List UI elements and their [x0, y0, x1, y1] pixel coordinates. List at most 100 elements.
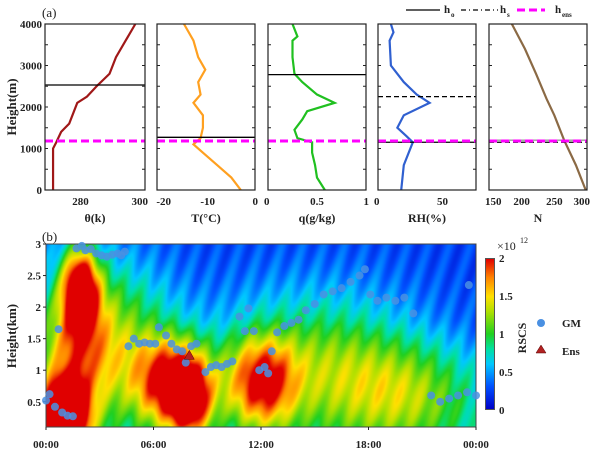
- x-tick-label: 0.5: [310, 196, 324, 208]
- heatmap-frame: [45, 243, 477, 428]
- colorbar-tick-label: 1.5: [499, 291, 513, 303]
- x-tick-label: 300: [574, 196, 591, 208]
- gm-point: [54, 325, 63, 334]
- colorbar-label: RSCS: [515, 322, 529, 353]
- gm-point: [244, 304, 253, 313]
- profile-line-2: [291, 23, 338, 191]
- gm-point: [273, 328, 282, 337]
- ens-point: [183, 349, 195, 360]
- panel-label-b: (b): [42, 229, 57, 244]
- gm-point: [463, 388, 472, 397]
- x-tick-label: 0: [253, 196, 259, 208]
- colorbar-tick-label: 2: [499, 253, 505, 265]
- x-tick-label: 50: [437, 196, 449, 208]
- colorbar-exponent-power: 12: [520, 236, 528, 245]
- x-tick-label: -10: [200, 196, 215, 208]
- panel-frame: [44, 23, 146, 191]
- x-tick-label: 18:00: [356, 439, 382, 451]
- gm-point: [287, 318, 296, 327]
- x-tick-label: 00:00: [33, 439, 59, 451]
- colorbar-tick-label: 1: [499, 329, 505, 341]
- legend-top: h o h s h ens: [406, 4, 572, 19]
- gm-point: [50, 402, 59, 411]
- gm-point: [355, 271, 364, 280]
- panel-frame: [377, 23, 477, 191]
- legend-hs-sub: s: [507, 11, 510, 19]
- gm-point: [310, 299, 319, 308]
- x-tick-label: 200: [513, 196, 530, 208]
- legend-hens-sub: ens: [562, 11, 572, 19]
- legend-hens: h: [555, 4, 561, 16]
- gm-point: [464, 281, 473, 290]
- gm-point: [154, 323, 163, 332]
- legend-hs: h: [500, 4, 506, 16]
- gm-point: [337, 284, 346, 293]
- gm-point: [360, 265, 369, 274]
- x-tick-label: 0: [264, 196, 270, 208]
- profile-line-4: [510, 23, 587, 191]
- gm-point: [436, 397, 445, 406]
- y-label-bottom: Height(km): [4, 304, 19, 368]
- gm-point: [366, 290, 375, 299]
- y-tick-label: 1.5: [27, 334, 41, 346]
- gm-point: [86, 245, 95, 254]
- y-tick-label: 2: [36, 302, 42, 314]
- x-axis-label: q(g/kg): [299, 211, 336, 225]
- panel-frame: [156, 23, 256, 191]
- gm-point: [192, 339, 201, 348]
- x-axis-label: N: [534, 211, 543, 225]
- legend-gm-marker: [537, 319, 545, 327]
- gm-point: [129, 334, 138, 343]
- x-tick-label: 0: [374, 196, 380, 208]
- x-tick-label: 280: [72, 196, 89, 208]
- y-tick-label: 4000: [20, 19, 43, 31]
- gm-point: [264, 369, 273, 378]
- gm-point: [228, 357, 237, 366]
- gm-point: [201, 368, 210, 377]
- x-tick-label: 150: [485, 196, 502, 208]
- gm-point: [124, 342, 133, 351]
- panel-frame: [488, 23, 588, 191]
- gm-point: [280, 322, 289, 331]
- gm-point: [301, 306, 310, 315]
- y-tick-label: 3: [36, 239, 42, 251]
- panel-frame: [267, 23, 367, 191]
- gm-point: [472, 391, 480, 400]
- x-tick-label: 300: [132, 196, 149, 208]
- y-tick-label: 1: [36, 365, 42, 377]
- gm-point: [427, 391, 436, 400]
- gm-point: [178, 347, 187, 356]
- profile-line-3: [388, 23, 432, 191]
- gm-point: [120, 247, 129, 256]
- gm-point: [328, 287, 337, 296]
- x-tick-label: 12:00: [248, 439, 274, 451]
- x-tick-label: 1: [364, 196, 370, 208]
- x-tick-label: 250: [546, 196, 563, 208]
- gm-point: [319, 290, 328, 299]
- legend-ho: h: [444, 4, 450, 16]
- gm-point: [346, 277, 355, 286]
- colorbar-tick-label: 0.5: [499, 367, 513, 379]
- gm-point: [249, 327, 258, 336]
- gm-point: [235, 312, 244, 321]
- gm-point: [45, 390, 54, 399]
- y-tick-label: 1000: [20, 144, 43, 156]
- y-tick-label: 2.5: [27, 271, 41, 283]
- y-tick-label: 2000: [20, 102, 43, 114]
- rscs-heatmap: [46, 244, 476, 427]
- x-tick-label: 00:00: [463, 439, 489, 451]
- x-tick-label: -20: [156, 196, 171, 208]
- x-axis-label: θ(k): [85, 211, 106, 225]
- legend-ho-sub: o: [451, 11, 455, 19]
- legend-ens-marker: [535, 344, 547, 354]
- gm-point: [294, 315, 303, 324]
- gm-point: [260, 363, 269, 372]
- gm-point: [373, 296, 382, 305]
- colorbar-exponent: ×10: [497, 239, 516, 253]
- gm-point: [151, 339, 160, 348]
- profile-line-1: [183, 23, 242, 191]
- gm-point: [445, 394, 454, 403]
- gm-point: [240, 327, 249, 336]
